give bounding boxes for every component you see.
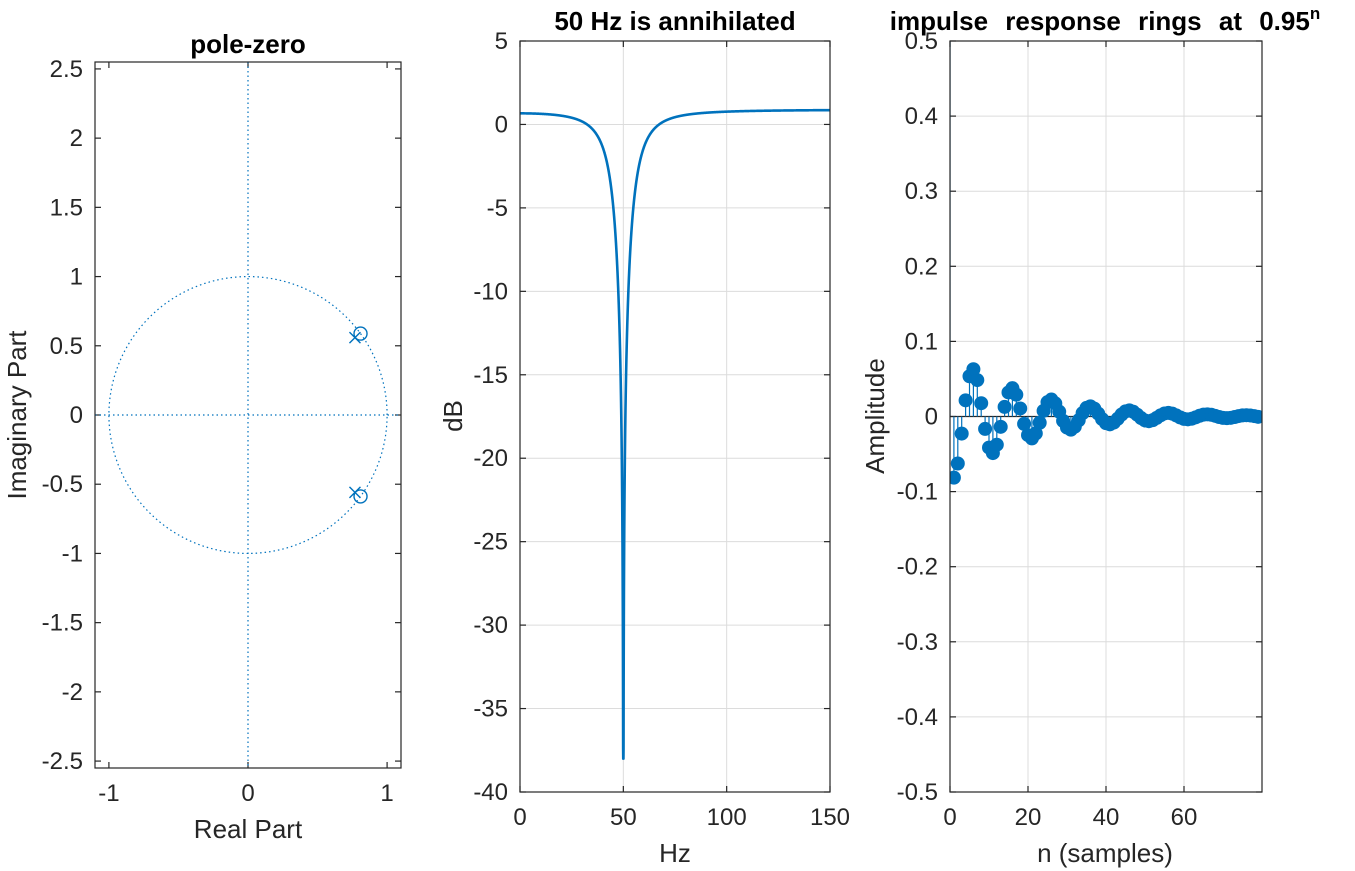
pole-zero-title: pole-zero (190, 29, 306, 59)
impulse-ticks: 0 20 40 60 -0.5 -0.4 -0.3 -0.2 -0.1 0 0.1 0.2 0.3 0.4… (897, 28, 1262, 831)
impulse-xtick-label: 20 (1015, 804, 1042, 831)
pole-zero-axes-box (94, 61, 402, 769)
zero-marker (353, 326, 368, 341)
magnitude-ytick-label: -15 (473, 362, 508, 389)
impulse-ytick-label: -0.4 (897, 704, 938, 731)
impulse-stem-marker (978, 421, 993, 436)
unit-circle (108, 275, 388, 555)
impulse-stem-marker (1251, 409, 1262, 424)
pole-marker (348, 331, 361, 344)
impulse-xtick-label: 40 (1093, 804, 1120, 831)
impulse-stem-marker (1013, 401, 1028, 416)
impulse-ytick-label: 0.2 (905, 253, 938, 280)
impulse-plot-area (950, 41, 1262, 485)
magnitude-axes-box (519, 40, 831, 793)
magnitude-ticks: 0 50 100 150 -40 -35 -30 -25 -20 -15 -10 -5 0 5 (473, 28, 850, 831)
impulse-stem-marker (958, 393, 973, 408)
pole-zero-ytick-label: 2 (70, 125, 83, 152)
impulse-ytick-label: 0 (925, 404, 938, 431)
pole-zero-ytick-label: -2.5 (42, 748, 83, 775)
pole-zero-ytick-label: 2.5 (50, 56, 83, 83)
magnitude-xtick-label: 50 (610, 804, 637, 831)
pole-zero-xtick-label: 1 (380, 780, 393, 807)
impulse-stem-marker (1032, 415, 1047, 430)
impulse-ylabel: Amplitude (860, 358, 890, 474)
magnitude-xtick-label: 150 (810, 804, 850, 831)
impulse-stem-marker (997, 399, 1012, 414)
impulse-stem-marker (974, 396, 989, 411)
impulse-ytick-label: -0.2 (897, 554, 938, 581)
pole-zero-ytick-label: 0 (70, 402, 83, 429)
pole-zero-ytick-label: 1 (70, 264, 83, 291)
impulse-title-main: impulse response rings at 0.95 (890, 6, 1310, 36)
pole-marker (348, 486, 361, 499)
impulse-ytick-label: 0.3 (905, 178, 938, 205)
impulse-stem-marker (993, 419, 1008, 434)
magnitude-ytick-label: -10 (473, 278, 508, 305)
pole-zero-ytick-label: 0.5 (50, 333, 83, 360)
magnitude-ytick-label: -40 (473, 779, 508, 806)
impulse-xtick-label: 0 (943, 804, 956, 831)
impulse-axes-box (949, 40, 1263, 793)
impulse-xlabel: n (samples) (1037, 838, 1173, 868)
magnitude-panel: 50 Hz is annihilated Hz dB 0 50 100 150-40-… (438, 6, 850, 868)
pole-zero-xtick-label: -1 (98, 780, 119, 807)
impulse-xtick-label: 60 (1171, 804, 1198, 831)
pole-zero-ytick-label: -0.5 (42, 471, 83, 498)
magnitude-ytick-label: -20 (473, 445, 508, 472)
pole-zero-ytick-label: -2 (62, 679, 83, 706)
pole-zero-ytick-label: -1.5 (42, 610, 83, 637)
impulse-stem-marker (989, 437, 1004, 452)
zero-marker (353, 489, 368, 504)
magnitude-ytick-label: 0 (495, 111, 508, 138)
magnitude-xlabel: Hz (659, 838, 691, 868)
magnitude-ylabel: dB (438, 400, 468, 432)
impulse-ytick-label: -0.1 (897, 479, 938, 506)
impulse-title: impulse response rings at 0.95n (890, 4, 1320, 36)
impulse-stem-marker (950, 456, 965, 471)
pole-zero-ytick-label: -1 (62, 540, 83, 567)
pole-zero-plot-area (95, 62, 401, 768)
magnitude-plot-area (520, 108, 830, 760)
magnitude-title: 50 Hz is annihilated (554, 6, 795, 36)
pole-zero-panel: pole-zero Real Part Imaginary Part -1 0 1-… (2, 29, 402, 844)
impulse-stem-marker (950, 470, 961, 485)
magnitude-xtick-label: 100 (707, 804, 747, 831)
impulse-stem-marker (970, 373, 985, 388)
pole-zero-ylabel: Imaginary Part (2, 330, 32, 500)
magnitude-ytick-label: -35 (473, 696, 508, 723)
pole-zero-xlabel: Real Part (194, 814, 303, 844)
magnitude-response-line (520, 108, 830, 760)
impulse-stem-marker (954, 426, 969, 441)
magnitude-ytick-label: -30 (473, 612, 508, 639)
impulse-ytick-label: -0.5 (897, 779, 938, 806)
impulse-ytick-label: 0.1 (905, 328, 938, 355)
magnitude-ytick-label: -25 (473, 529, 508, 556)
impulse-panel: impulse response rings at 0.95n n (sampl… (860, 4, 1320, 868)
impulse-ytick-label: -0.3 (897, 629, 938, 656)
magnitude-xtick-label: 0 (513, 804, 526, 831)
impulse-stem-marker (1009, 387, 1024, 402)
magnitude-ytick-label: 5 (495, 28, 508, 55)
magnitude-grid (519, 40, 831, 793)
impulse-ytick-label: 0.5 (905, 28, 938, 55)
impulse-ytick-label: 0.4 (905, 103, 938, 130)
pole-zero-ticks: -1 0 1 -2.5 -2 -1.5 -1 -0.5 0 0.5 1 1.5 2 2.5 (42, 56, 401, 807)
pole-zero-xtick-label: 0 (241, 780, 254, 807)
impulse-title-superscript: n (1310, 4, 1320, 23)
pole-zero-ytick-label: 1.5 (50, 194, 83, 221)
magnitude-ytick-label: -5 (487, 195, 508, 222)
